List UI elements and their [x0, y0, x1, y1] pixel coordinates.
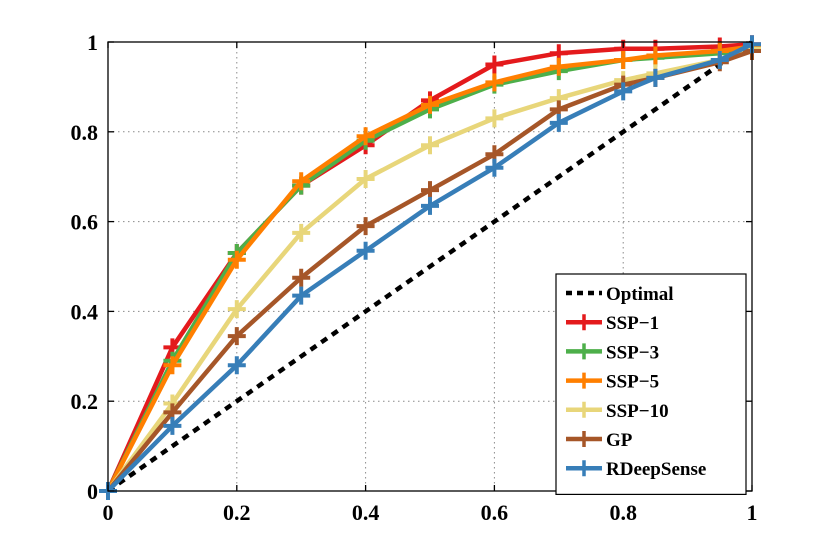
series-layer [99, 35, 761, 500]
x-tick-label: 0.6 [481, 500, 509, 525]
data-point-ssp-10 [421, 136, 439, 155]
y-tick-label: 0.4 [71, 299, 99, 324]
data-point-rdeepsense [614, 82, 633, 101]
data-point-gp [421, 181, 439, 200]
legend-label-gp: GP [606, 430, 633, 451]
legend-marker-ssp-3 [576, 343, 592, 360]
x-tick-label: 0.2 [223, 500, 251, 525]
data-point-ssp-5 [421, 95, 439, 114]
legend-marker-rdeepsense [576, 460, 592, 477]
series-line-rdeepsense [105, 41, 755, 494]
legend-box [555, 273, 747, 495]
data-point-ssp-5 [292, 172, 311, 191]
x-tick-label: 0.8 [609, 500, 637, 525]
data-point-rdeepsense [421, 196, 439, 215]
data-point-ssp-10 [485, 109, 504, 128]
y-tick-label: 0.2 [71, 389, 99, 414]
series-rdeepsense [99, 35, 761, 500]
y-tick-label: 1 [87, 30, 98, 55]
axes-frame [107, 41, 753, 492]
axis-ticks [107, 41, 753, 492]
y-tick-label: 0.6 [71, 210, 99, 235]
data-point-rdeepsense [163, 416, 182, 435]
y-tick-label: 0 [87, 479, 98, 504]
legend-marker-ssp-10 [576, 401, 592, 418]
data-point-ssp-5 [646, 46, 665, 65]
legend-label-rdeepsense: RDeepSense [606, 459, 706, 480]
data-point-ssp-5 [614, 50, 633, 69]
data-point-ssp-5 [356, 127, 375, 146]
x-tick-label: 1 [747, 500, 758, 525]
x-tick-label: 0 [103, 500, 114, 525]
data-point-rdeepsense [227, 356, 246, 375]
legend-label-ssp-1: SSP−1 [606, 313, 659, 334]
x-tick-label: 0.4 [352, 500, 380, 525]
legend-marker-ssp-1 [576, 314, 592, 331]
legend-label-ssp-10: SSP−10 [606, 401, 669, 422]
data-point-ssp-5 [549, 57, 568, 76]
y-axis-tick-labels: 0 0.2 0.4 0.6 0.8 1 [71, 30, 99, 504]
data-point-rdeepsense [646, 68, 665, 87]
series-line-optimal [106, 40, 754, 493]
data-point-ssp-10 [356, 169, 375, 188]
data-point-rdeepsense [485, 158, 504, 177]
data-point-rdeepsense [292, 286, 311, 305]
data-point-gp [292, 268, 311, 287]
data-point-ssp-1 [485, 55, 504, 74]
data-point-gp [227, 327, 246, 346]
legend-label-ssp-5: SSP−5 [606, 372, 659, 393]
legend-marker-ssp-5 [576, 372, 592, 389]
data-point-ssp-5 [485, 73, 504, 92]
data-point-ssp-5 [227, 250, 246, 269]
data-point-rdeepsense [549, 113, 568, 132]
data-point-ssp-5 [163, 356, 182, 375]
legend-marker-gp [576, 431, 592, 447]
data-point-ssp-10 [292, 223, 311, 242]
series-line-ssp-5 [105, 44, 755, 494]
legend-label-optimal: Optimal [606, 284, 674, 305]
data-point-rdeepsense [356, 241, 375, 260]
y-tick-label: 0.8 [71, 120, 99, 145]
data-point-ssp-10 [227, 300, 246, 319]
series-line-ssp-10 [105, 46, 755, 494]
legend: Optimal SSP−1 SSP−3 SSP−5 SSP−10 GP RDeepSense [555, 273, 747, 495]
data-point-gp [356, 217, 375, 236]
x-axis-tick-labels: 0 0.2 0.4 0.6 0.8 1 [103, 500, 758, 525]
data-point-rdeepsense [710, 50, 729, 69]
legend-label-ssp-3: SSP−3 [606, 342, 659, 363]
series-optimal [106, 40, 754, 493]
